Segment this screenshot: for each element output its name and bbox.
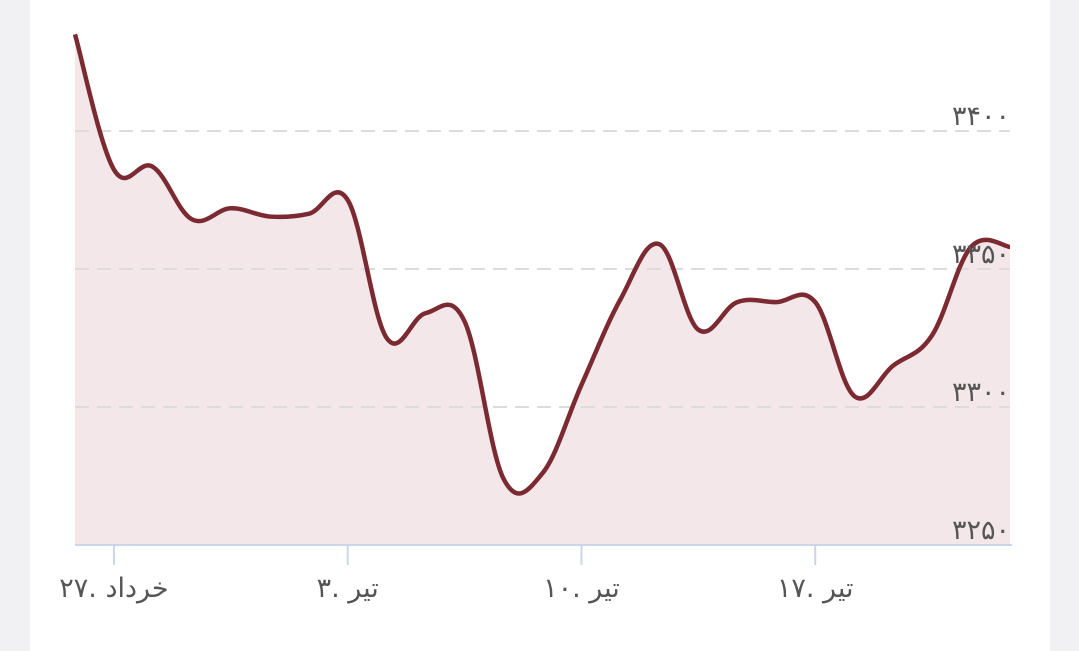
area xyxy=(75,34,1010,546)
y-tick-label: ۳۳۰۰ xyxy=(952,377,1010,408)
line xyxy=(72,33,1011,496)
y-tick-label: ۳۳۵۰ xyxy=(952,239,1010,270)
y-tick-label: ۳۲۵۰ xyxy=(952,515,1010,546)
x-tick-label: ۲۷. خرداد xyxy=(59,573,168,604)
x-tick-label: ۳. تیر xyxy=(317,573,379,604)
x-tick-label: ۱۰. تیر xyxy=(543,573,620,604)
x-tick-label: ۱۷. تیر xyxy=(777,573,854,604)
y-tick-label: ۳۴۰۰ xyxy=(952,101,1010,132)
